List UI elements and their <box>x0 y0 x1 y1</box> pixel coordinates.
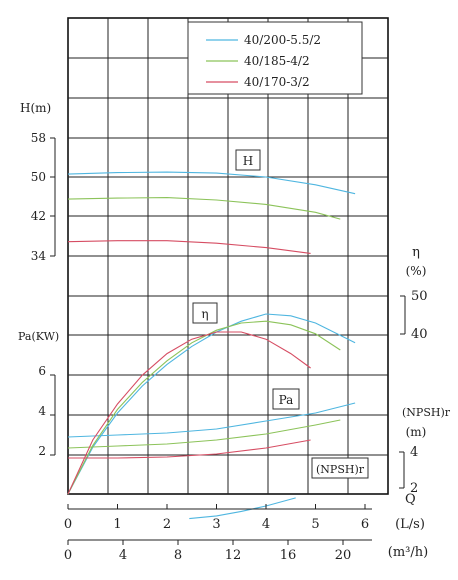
flow-ls-tick-label: 0 <box>64 517 72 532</box>
flow-ls-tick-label: 1 <box>113 517 121 532</box>
head-tick-label: 34 <box>31 249 47 263</box>
flow-m3h-ticks: 0 4 8 12 16 20 <box>64 540 351 563</box>
head-label-box <box>235 149 261 171</box>
power-axis-label: Pa(KW) <box>18 330 59 343</box>
series-2-efficiency-curve <box>67 320 341 495</box>
head-tick-label: 50 <box>31 170 46 184</box>
series-1-head-curve <box>67 171 356 195</box>
power-tick-label: 4 <box>38 404 46 418</box>
head-axis-label: H(m) <box>20 101 51 115</box>
efficiency-tick-label: 50 <box>411 289 428 304</box>
npsh-axis-unit: (m) <box>406 425 427 439</box>
series-2-power-curve <box>67 419 341 449</box>
power-curve-label: Pa <box>279 393 294 407</box>
flow-m3h-tick-label: 0 <box>64 548 72 563</box>
chart-curves <box>67 171 356 520</box>
flow-symbol: Q <box>405 492 416 507</box>
legend-entry-1: 40/200-5.5/2 <box>244 33 321 47</box>
series-1-power-curve <box>67 402 356 438</box>
npsh-curve-label: (NPSH)r <box>316 463 365 476</box>
npsh-axis-label: (NPSH)r <box>402 406 451 419</box>
power-label-box <box>272 388 300 410</box>
flow-ls-tick-label: 3 <box>212 517 220 532</box>
head-tick-label: 58 <box>31 131 46 145</box>
series-3-efficiency-curve <box>67 331 311 495</box>
efficiency-curve-label: η <box>201 307 208 321</box>
flow-ls-tick-label: 6 <box>361 517 369 532</box>
series-1-npsh-curve <box>189 497 296 520</box>
chart-legend: 40/200-5.5/2 40/185-4/2 40/170-3/2 <box>187 21 363 95</box>
series-3-power-curve <box>68 439 311 459</box>
flow-ls-tick-label: 5 <box>311 517 319 532</box>
flow-ls-ticks: 0 1 2 3 4 5 6 <box>64 504 369 532</box>
power-tick-label: 6 <box>38 364 46 378</box>
flow-m3h-tick-label: 16 <box>280 548 297 563</box>
power-axis: Pa(KW) 6 4 2 <box>18 330 59 458</box>
curve-labels: H η Pa (NPSH)r <box>192 149 369 479</box>
efficiency-axis: η (%) 50 40 <box>400 245 428 342</box>
npsh-label-box <box>311 457 369 479</box>
efficiency-axis-unit: (%) <box>406 264 427 278</box>
series-2-head-curve <box>67 197 341 220</box>
legend-entry-3: 40/170-3/2 <box>244 75 310 89</box>
flow-ls-tick-label: 4 <box>262 517 270 532</box>
npsh-axis: (NPSH)r (m) 4 2 <box>399 406 451 496</box>
efficiency-label-box <box>192 302 218 324</box>
power-tick-label: 2 <box>38 444 46 458</box>
series-3-head-curve <box>67 240 311 254</box>
flow-m3h-tick-label: 20 <box>335 548 352 563</box>
npsh-tick-label: 4 <box>410 445 418 460</box>
series-1-efficiency-curve <box>67 313 356 495</box>
head-curve-label: H <box>243 154 253 168</box>
head-tick-label: 42 <box>31 209 46 223</box>
flow-ls-axis-label: (L/s) <box>395 517 425 532</box>
head-axis: H(m) 58 50 42 34 <box>20 101 56 263</box>
flow-m3h-tick-label: 8 <box>174 548 182 563</box>
efficiency-tick-label: 40 <box>411 327 428 342</box>
flow-m3h-tick-label: 12 <box>225 548 242 563</box>
efficiency-axis-label: η <box>412 245 420 260</box>
flow-ls-tick-label: 2 <box>163 517 171 532</box>
flow-m3h-tick-label: 4 <box>119 548 127 563</box>
legend-entry-2: 40/185-4/2 <box>244 54 310 68</box>
npsh-tick-label: 2 <box>410 481 418 496</box>
flow-m3h-axis-label: (m³/h) <box>388 545 428 560</box>
